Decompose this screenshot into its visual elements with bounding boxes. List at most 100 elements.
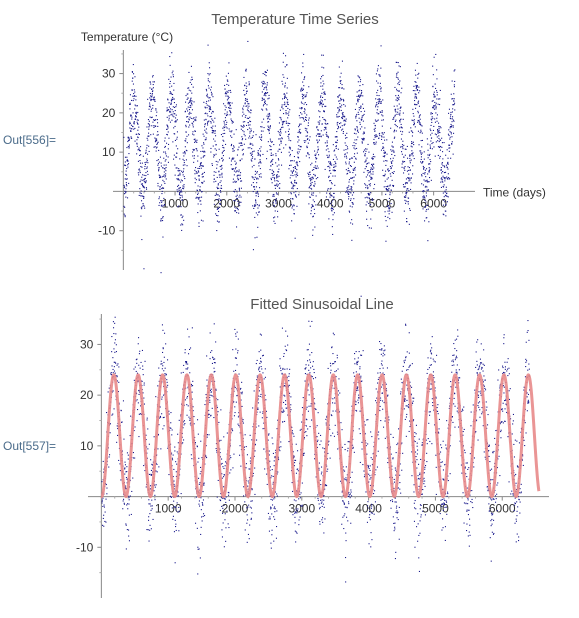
data-point [435,106,437,108]
data-point [281,104,283,106]
data-point [288,139,290,141]
data-point [309,325,311,327]
data-point [289,109,291,111]
data-point [133,95,135,97]
data-point [309,186,311,188]
data-point [304,102,306,104]
data-point [277,130,279,132]
data-point [274,187,276,189]
data-point [306,406,308,408]
data-point [210,388,212,390]
data-point [262,83,264,85]
data-point [266,69,268,71]
data-point [372,158,374,160]
data-point [179,187,181,189]
data-point [233,170,235,172]
data-point [440,146,442,148]
data-point [375,136,377,138]
data-point [191,391,193,393]
data-point [415,87,417,89]
data-point [323,448,325,450]
data-point [165,153,167,155]
data-point [293,435,295,437]
data-point [373,128,375,130]
data-point [299,516,301,518]
data-point [332,204,334,206]
data-point [194,119,196,121]
data-point [131,99,133,101]
data-point [210,115,212,117]
data-point [218,210,220,212]
data-point [189,124,191,126]
data-point [403,156,405,158]
data-point [373,142,375,144]
data-point [135,112,137,114]
data-point [441,178,443,180]
data-point [315,377,317,379]
data-point [143,187,145,189]
data-point [380,102,382,104]
data-point [150,83,152,85]
data-point [207,80,209,82]
data-point [162,216,164,218]
data-point [249,460,251,462]
data-point [409,154,411,156]
data-point [441,177,443,179]
data-point [126,147,128,149]
data-point [189,81,191,83]
data-point [395,130,397,132]
data-point [265,75,267,77]
data-point [282,52,284,54]
data-point [278,159,280,161]
data-point [274,511,276,513]
data-point [187,116,189,118]
data-point [123,187,125,189]
data-point [442,175,444,177]
data-point [193,149,195,151]
data-point [175,471,177,473]
data-point [229,104,231,106]
data-point [249,506,251,508]
data-point [315,153,317,155]
data-point [172,459,174,461]
data-point [445,203,447,205]
data-point [343,100,345,102]
data-point [294,182,296,184]
data-point [265,92,267,94]
data-point [180,224,182,226]
data-point [273,178,275,180]
data-point [228,494,230,496]
data-point [447,162,449,164]
data-point [185,361,187,363]
data-point [173,500,175,502]
data-point [209,389,211,391]
data-point [114,361,116,363]
data-point [235,348,237,350]
data-point [141,239,143,241]
data-point [256,172,258,174]
data-point [196,197,198,199]
data-point [436,91,438,93]
data-point [418,120,420,122]
data-point [355,143,357,145]
data-point [422,190,424,192]
data-point [207,124,209,126]
data-point [320,440,322,442]
data-point [208,120,210,122]
data-point [248,124,250,126]
data-point [126,471,128,473]
data-point [175,509,177,511]
data-point [238,212,240,214]
data-point [294,166,296,168]
data-point [280,151,282,153]
data-point [279,358,281,360]
data-point [262,98,264,100]
data-point [326,135,328,137]
data-point [258,390,260,392]
data-point [281,327,283,329]
data-point [248,117,250,119]
data-point [316,127,318,129]
data-point [281,80,283,82]
data-point [150,108,152,110]
data-point [290,164,292,166]
